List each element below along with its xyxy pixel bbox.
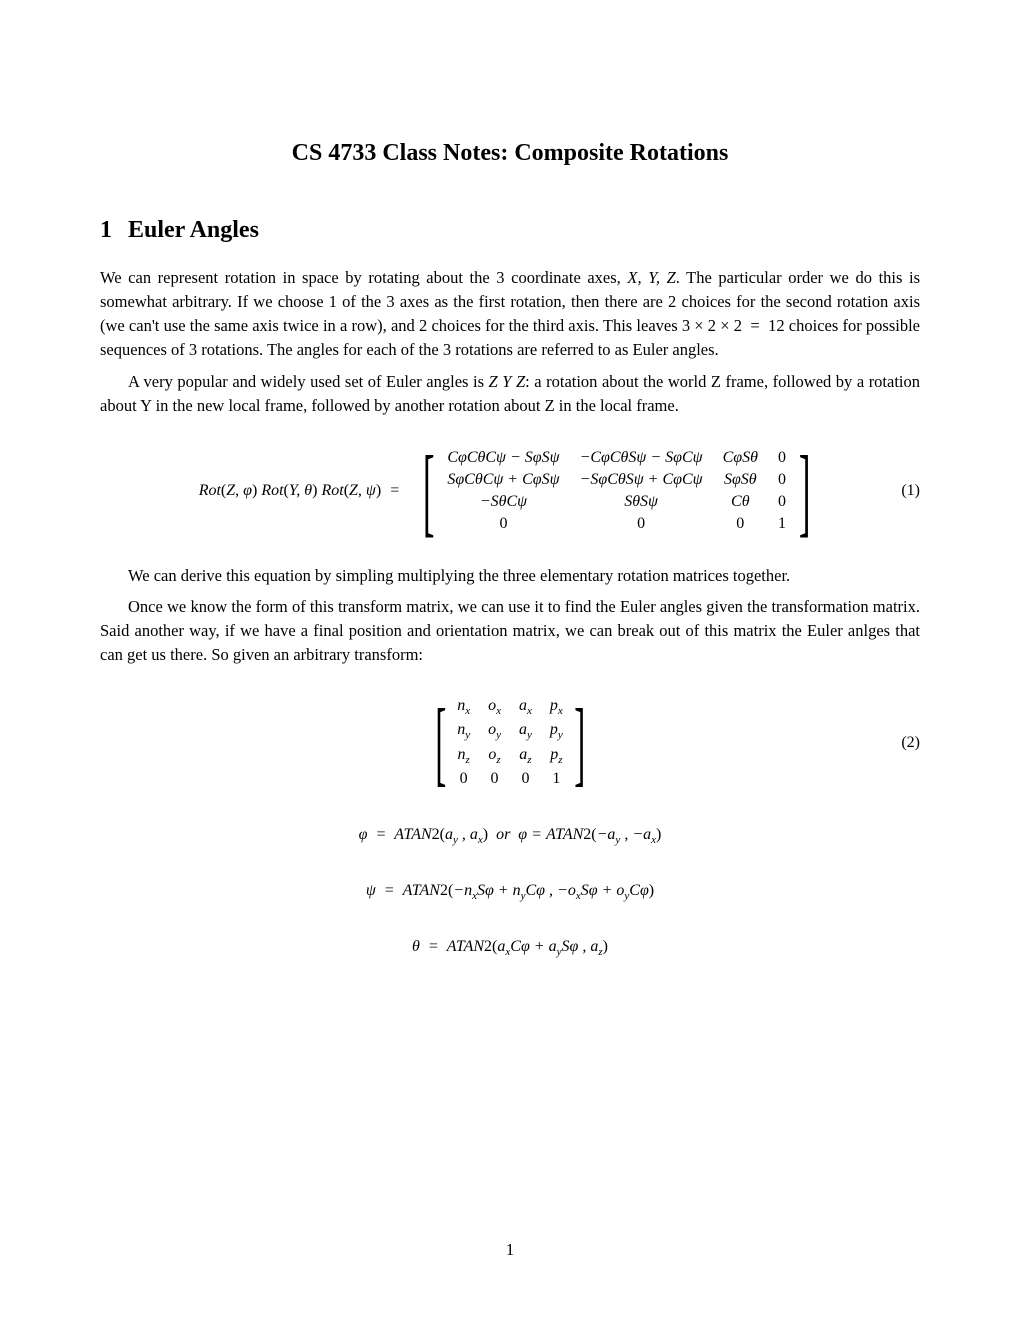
matrix-cell: ox [479,695,510,719]
matrix-cell: 1 [768,513,796,535]
section-title: Euler Angles [128,217,259,243]
matrix-cell: −SφCθSψ + CφCψ [570,469,713,491]
matrix-cell: CφSθ [713,447,768,469]
matrix-cell: 0 [510,768,541,790]
matrix-cell: 0 [570,513,713,535]
matrix-cell: 0 [768,491,796,513]
matrix-cell: 0 [448,768,479,790]
matrix-cell: SθSψ [570,491,713,513]
matrix-cell: −SθCψ [437,491,569,513]
section-number: 1 [100,217,112,243]
section-heading: 1 Euler Angles [100,217,920,244]
matrix-cell: SφSθ [713,469,768,491]
matrix-cell: CφCθCψ − SφSψ [437,447,569,469]
matrix-cell: nx [448,695,479,719]
equation-1: Rot(Z, φ) Rot(Y, θ) Rot(Z, ψ) = [ CφCθCψ… [100,446,920,536]
equation-2: [ nx ox ax px ny oy ay py nz oz az pz 0 [100,695,920,790]
paragraph-1: We can represent rotation in space by ro… [100,266,920,362]
matrix-cell: 0 [437,513,569,535]
matrix-cell: 0 [768,469,796,491]
paragraph-2: A very popular and widely used set of Eu… [100,370,920,418]
eq1-lhs: Rot(Z, φ) Rot(Y, θ) Rot(Z, ψ) = [199,482,404,500]
matrix-cell: SφCθCψ + CφSψ [437,469,569,491]
equation-number: (1) [901,482,920,500]
equation-5: θ = ATAN2(axCφ + aySφ , az) [100,938,920,958]
paragraph-3: We can derive this equation by simpling … [100,564,920,588]
matrix-cell: ay [510,719,541,743]
matrix-cell: az [510,744,541,768]
equation-3: φ = ATAN2(ay , ax) or φ = ATAN2(−ay , −a… [100,826,920,846]
matrix-cell: px [541,695,572,719]
matrix-cell: oz [479,744,510,768]
matrix-cell: pz [541,744,572,768]
eq2-matrix: [ nx ox ax px ny oy ay py nz oz az pz 0 [425,695,596,790]
eq1-matrix: [ CφCθCψ − SφSψ −CφCθSψ − SφCψ CφSθ 0 Sφ… [412,446,821,536]
paragraph-4: Once we know the form of this transform … [100,595,920,667]
matrix-cell: ax [510,695,541,719]
equation-4: ψ = ATAN2(−nxSφ + nyCφ , −oxSφ + oyCφ) [100,882,920,902]
matrix-cell: 0 [479,768,510,790]
matrix-cell: nz [448,744,479,768]
matrix-cell: py [541,719,572,743]
matrix-cell: 0 [713,513,768,535]
matrix-cell: oy [479,719,510,743]
matrix-cell: Cθ [713,491,768,513]
equation-number: (2) [901,734,920,752]
matrix-cell: 0 [768,447,796,469]
matrix-cell: −CφCθSψ − SφCψ [570,447,713,469]
matrix-cell: ny [448,719,479,743]
page-number: 1 [506,1240,515,1260]
matrix-cell: 1 [541,768,572,790]
document-title: CS 4733 Class Notes: Composite Rotations [100,140,920,167]
